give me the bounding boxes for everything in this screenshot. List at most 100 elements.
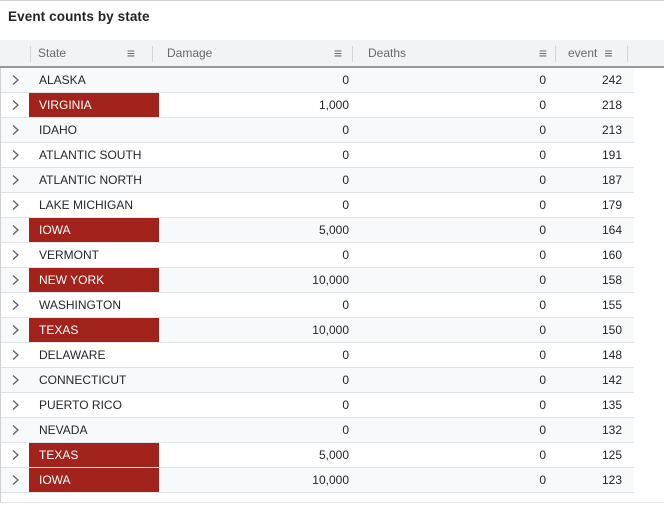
row-expander[interactable] bbox=[1, 68, 29, 92]
row-expander[interactable] bbox=[1, 268, 29, 292]
row-expander[interactable] bbox=[1, 93, 29, 117]
damage-cell: 0 bbox=[342, 298, 349, 312]
table-header: State ≡ Damage ≡ Deaths ≡ event ≡ bbox=[0, 40, 664, 68]
damage-cell: 0 bbox=[342, 173, 349, 187]
row-expander[interactable] bbox=[1, 218, 29, 242]
event-cell: 160 bbox=[601, 248, 622, 262]
column-label-deaths: Deaths bbox=[368, 46, 407, 60]
state-cell: PUERTO RICO bbox=[39, 398, 122, 412]
chevron-right-icon bbox=[12, 175, 19, 185]
event-cell: 155 bbox=[601, 298, 622, 312]
state-cell: VERMONT bbox=[39, 248, 99, 262]
state-cell: DELAWARE bbox=[39, 348, 106, 362]
column-header-state[interactable]: State ≡ bbox=[30, 40, 155, 66]
deaths-cell: 0 bbox=[539, 98, 546, 112]
chevron-right-icon bbox=[12, 450, 19, 460]
event-cell: 158 bbox=[601, 273, 622, 287]
deaths-cell: 0 bbox=[539, 223, 546, 237]
chevron-right-icon bbox=[12, 75, 19, 85]
damage-cell: 10,000 bbox=[312, 473, 349, 487]
row-expander[interactable] bbox=[1, 443, 29, 467]
chevron-right-icon bbox=[12, 475, 19, 485]
table-row[interactable]: VIRGINIA 1,000 0 218 bbox=[1, 93, 634, 118]
row-expander[interactable] bbox=[1, 118, 29, 142]
damage-cell: 0 bbox=[342, 198, 349, 212]
row-expander[interactable] bbox=[1, 243, 29, 267]
row-expander[interactable] bbox=[1, 343, 29, 367]
state-cell: NEVADA bbox=[39, 423, 88, 437]
chevron-right-icon bbox=[12, 300, 19, 310]
table-row[interactable]: IOWA 5,000 0 164 bbox=[1, 218, 634, 243]
deaths-cell: 0 bbox=[539, 473, 546, 487]
table-footer-gap bbox=[1, 493, 634, 502]
table-row[interactable]: IDAHO 0 0 213 bbox=[1, 118, 634, 143]
table-row[interactable]: NEW YORK 10,000 0 158 bbox=[1, 268, 634, 293]
deaths-cell: 0 bbox=[539, 398, 546, 412]
table-row[interactable]: ATLANTIC SOUTH 0 0 191 bbox=[1, 143, 634, 168]
column-header-damage[interactable]: Damage ≡ bbox=[155, 40, 352, 66]
chevron-right-icon bbox=[12, 150, 19, 160]
row-expander[interactable] bbox=[1, 168, 29, 192]
event-cell: 191 bbox=[601, 148, 622, 162]
row-expander[interactable] bbox=[1, 318, 29, 342]
column-menu-icon-state[interactable]: ≡ bbox=[126, 45, 135, 61]
table-row[interactable]: WASHINGTON 0 0 155 bbox=[1, 293, 634, 318]
chevron-right-icon bbox=[12, 250, 19, 260]
chevron-right-icon bbox=[12, 325, 19, 335]
damage-cell: 0 bbox=[342, 423, 349, 437]
row-expander[interactable] bbox=[1, 368, 29, 392]
event-cell: 164 bbox=[601, 223, 622, 237]
chevron-right-icon bbox=[12, 275, 19, 285]
deaths-cell: 0 bbox=[539, 248, 546, 262]
column-menu-icon-event[interactable]: ≡ bbox=[604, 45, 613, 61]
table-row[interactable]: TEXAS 10,000 0 150 bbox=[1, 318, 634, 343]
table-row[interactable]: DELAWARE 0 0 148 bbox=[1, 343, 634, 368]
row-expander[interactable] bbox=[1, 393, 29, 417]
damage-cell: 0 bbox=[342, 373, 349, 387]
event-cell: 150 bbox=[601, 323, 622, 337]
row-expander[interactable] bbox=[1, 468, 29, 492]
state-cell: ATLANTIC NORTH bbox=[39, 173, 142, 187]
row-expander[interactable] bbox=[1, 193, 29, 217]
table-row[interactable]: VERMONT 0 0 160 bbox=[1, 243, 634, 268]
event-cell: 132 bbox=[601, 423, 622, 437]
column-menu-icon-damage[interactable]: ≡ bbox=[333, 45, 342, 61]
event-cell: 187 bbox=[601, 173, 622, 187]
table-row[interactable]: ATLANTIC NORTH 0 0 187 bbox=[1, 168, 634, 193]
damage-cell: 0 bbox=[342, 348, 349, 362]
table-body: ALASKA 0 0 242 VIRGINIA 1,000 0 218 IDAH… bbox=[0, 68, 634, 502]
event-cell: 218 bbox=[601, 98, 622, 112]
column-header-event[interactable]: event ≡ bbox=[555, 40, 627, 66]
page-top-divider bbox=[0, 0, 664, 1]
table-row[interactable]: PUERTO RICO 0 0 135 bbox=[1, 393, 634, 418]
column-separator bbox=[352, 46, 353, 62]
row-expander[interactable] bbox=[1, 143, 29, 167]
table-row[interactable]: NEVADA 0 0 132 bbox=[1, 418, 634, 443]
deaths-cell: 0 bbox=[539, 423, 546, 437]
table-row[interactable]: CONNECTICUT 0 0 142 bbox=[1, 368, 634, 393]
state-cell: ATLANTIC SOUTH bbox=[39, 148, 142, 162]
column-label-state: State bbox=[38, 46, 67, 60]
column-separator bbox=[555, 46, 556, 62]
deaths-cell: 0 bbox=[539, 73, 546, 87]
column-menu-icon-deaths[interactable]: ≡ bbox=[538, 45, 547, 61]
damage-cell: 0 bbox=[342, 398, 349, 412]
state-cell: VIRGINIA bbox=[29, 93, 159, 117]
event-cell: 242 bbox=[601, 73, 622, 87]
chevron-right-icon bbox=[12, 200, 19, 210]
column-separator bbox=[30, 46, 31, 62]
row-expander[interactable] bbox=[1, 418, 29, 442]
row-expander[interactable] bbox=[1, 293, 29, 317]
table-row[interactable]: TEXAS 5,000 0 125 bbox=[1, 443, 634, 468]
column-header-deaths[interactable]: Deaths ≡ bbox=[352, 40, 555, 66]
state-cell: LAKE MICHIGAN bbox=[39, 198, 134, 212]
damage-cell: 0 bbox=[342, 148, 349, 162]
state-cell: CONNECTICUT bbox=[39, 373, 127, 387]
table-row[interactable]: ALASKA 0 0 242 bbox=[1, 68, 634, 93]
state-cell: ALASKA bbox=[39, 73, 86, 87]
damage-cell: 0 bbox=[342, 248, 349, 262]
deaths-cell: 0 bbox=[539, 148, 546, 162]
deaths-cell: 0 bbox=[539, 448, 546, 462]
table-row[interactable]: IOWA 10,000 0 123 bbox=[1, 468, 634, 493]
table-row[interactable]: LAKE MICHIGAN 0 0 179 bbox=[1, 193, 634, 218]
